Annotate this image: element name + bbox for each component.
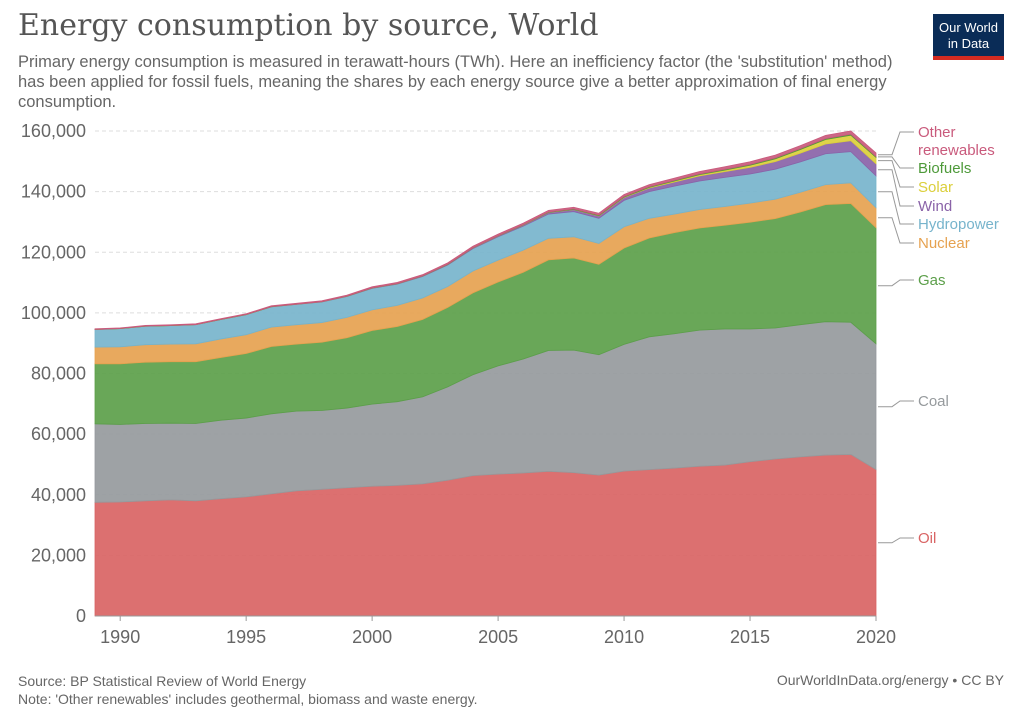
y-tick-label: 60,000 [31, 424, 86, 444]
source-note: Source: BP Statistical Review of World E… [18, 673, 307, 689]
legend-connector [878, 160, 914, 188]
x-tick-label: 1990 [100, 627, 140, 647]
y-tick-label: 80,000 [31, 364, 86, 384]
y-tick-label: 100,000 [21, 303, 86, 323]
legend-connector [878, 191, 914, 225]
y-tick-label: 160,000 [21, 121, 86, 141]
legend-label-solar[interactable]: Solar [918, 179, 953, 196]
chart-subtitle: Primary energy consumption is measured i… [18, 53, 893, 111]
chart-title: Energy consumption by source, World [18, 8, 599, 43]
x-tick-label: 2015 [730, 627, 770, 647]
legend-connector [878, 217, 914, 244]
axes: 0 20,000 40,000 60,000 80,000 100,000 120,000 1… [21, 121, 896, 647]
legend-label-gas[interactable]: Gas [918, 272, 946, 289]
footnote: Note: 'Other renewables' includes geothe… [18, 691, 478, 707]
y-tick-label: 40,000 [31, 485, 86, 505]
legend-label-other-renewables[interactable]: Other renewables [918, 124, 995, 159]
owid-logo[interactable]: Our World in Data [933, 14, 1004, 60]
y-tick-label: 140,000 [21, 182, 86, 202]
y-tick-label: 120,000 [21, 242, 86, 262]
legend-connector [878, 279, 914, 287]
x-tick-label: 2000 [352, 627, 392, 647]
x-tick-label: 2005 [478, 627, 518, 647]
logo-line-2: in Data [947, 36, 990, 51]
area-other-renewables[interactable] [94, 130, 877, 330]
license-link[interactable]: OurWorldInData.org/energy • CC BY [776, 672, 1004, 688]
legend-connector [878, 156, 914, 169]
legend-connector [878, 131, 914, 156]
x-tick-label: 2020 [856, 627, 896, 647]
legend-label-oil[interactable]: Oil [918, 530, 936, 547]
legend-label-biofuels[interactable]: Biofuels [918, 160, 971, 177]
legend-connector [878, 400, 914, 408]
legend-connector [878, 537, 914, 544]
legend-label-hydropower[interactable]: Hydropower [918, 216, 999, 233]
legend-connector [878, 169, 914, 207]
legend-label-wind[interactable]: Wind [918, 198, 952, 215]
y-tick-label: 0 [76, 606, 86, 626]
legend-label-coal[interactable]: Coal [918, 393, 949, 410]
logo-line-1: Our World [939, 20, 998, 35]
y-tick-label: 20,000 [31, 545, 86, 565]
x-tick-label: 1995 [226, 627, 266, 647]
series-areas [94, 130, 877, 617]
x-tick-label: 2010 [604, 627, 644, 647]
legend-label-nuclear[interactable]: Nuclear [918, 235, 970, 252]
